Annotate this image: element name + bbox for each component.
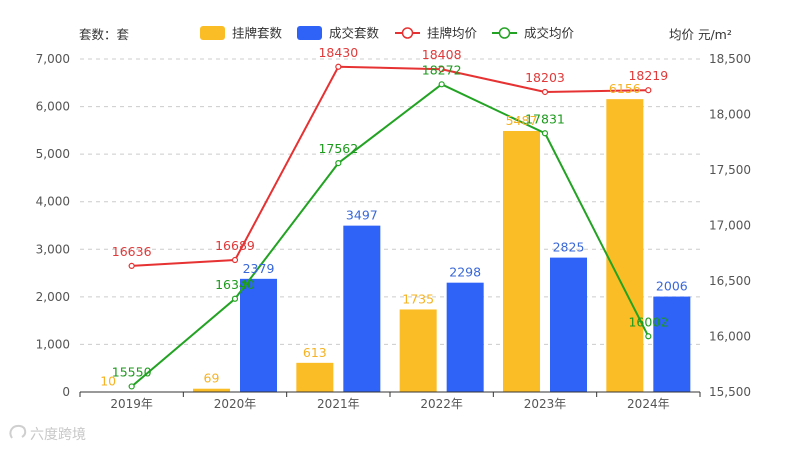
bar (503, 130, 540, 392)
bar (446, 282, 484, 392)
logo-mark-icon (9, 424, 27, 439)
bar-value-label: 3497 (346, 208, 378, 223)
legend-swatch-marker (401, 27, 414, 39)
left-tick-label: 2,000 (36, 290, 70, 304)
line-value-label: 16002 (628, 314, 668, 329)
legend-swatch-marker (498, 27, 511, 39)
line-point (645, 87, 652, 94)
bar (399, 309, 437, 392)
left-axis-unit: 套数：套 (79, 27, 130, 42)
x-tick-label: 2024年 (627, 397, 670, 411)
line-value-label: 18408 (422, 47, 462, 62)
x-tick-label: 2019年 (110, 397, 153, 411)
line-point (335, 160, 342, 167)
bar-value-label: 6156 (609, 81, 641, 96)
line-point (128, 262, 135, 270)
line-value-label: 18219 (628, 68, 668, 83)
data-labels: 10 69 613 1735 5487 6156 2379 3497 2298 2825 2006 1… (100, 45, 688, 389)
right-tick-label: 16,500 (709, 274, 751, 288)
series-line (131, 65, 649, 267)
bars (89, 99, 691, 393)
bar (240, 278, 277, 392)
right-tick-label: 15,500 (709, 385, 751, 399)
line-value-label: 18203 (525, 70, 565, 85)
legend-label: 成交均价 (524, 26, 575, 41)
x-tick-label: 2021年 (317, 397, 360, 411)
left-tick-label: 0 (62, 385, 70, 399)
right-tick-label: 17,000 (709, 219, 751, 233)
line-value-label: 17831 (525, 111, 565, 126)
right-tick-label: 16,000 (709, 330, 751, 344)
bar (653, 296, 691, 392)
line-value-label: 16636 (112, 244, 152, 259)
bar-value-label: 2379 (243, 261, 275, 276)
bar (550, 257, 587, 392)
axes: 0 1,000 2,000 3,000 4,000 5,000 6,000 7,000 15,5… (36, 52, 751, 411)
line-point (541, 130, 549, 137)
right-axis-unit: 均价 元/m² (669, 27, 732, 42)
right-tick-label: 17,500 (709, 163, 751, 177)
line-point (128, 383, 135, 390)
legend: 挂牌套数 成交套数 挂牌均价 成交均价 (200, 26, 575, 41)
line-value-label: 18430 (318, 45, 358, 60)
left-tick-label: 1,000 (36, 337, 70, 351)
left-tick-label: 5,000 (36, 147, 70, 161)
line-value-label: 16340 (215, 277, 255, 292)
left-tick-label: 6,000 (36, 100, 70, 114)
x-tick-label: 2022年 (420, 397, 463, 411)
bar-value-label: 2825 (553, 240, 585, 255)
bar (606, 99, 644, 393)
line-value-label: 16689 (215, 238, 255, 253)
x-tick-label: 2020年 (214, 397, 257, 411)
legend-label: 成交套数 (329, 26, 380, 41)
legend-label: 挂牌均价 (427, 26, 478, 41)
bar (343, 225, 381, 392)
legend-swatch (297, 26, 322, 40)
bar-value-label: 10 (100, 374, 116, 389)
x-tick-label: 2023年 (524, 397, 567, 411)
bar-value-label: 1735 (402, 291, 434, 306)
line-point (645, 333, 652, 340)
left-tick-label: 4,000 (36, 195, 70, 209)
legend-label: 挂牌套数 (232, 26, 283, 41)
series-lines (128, 63, 652, 390)
bar-value-label: 69 (204, 371, 220, 386)
bar-value-label: 2006 (656, 279, 688, 294)
bar-value-label: 613 (303, 345, 327, 360)
line-point (231, 295, 239, 302)
left-tick-label: 7,000 (36, 52, 70, 66)
right-tick-label: 18,500 (709, 52, 751, 66)
line-point (438, 81, 445, 88)
bar-value-label: 2298 (449, 265, 481, 280)
series-line (131, 83, 650, 388)
line-value-label: 15550 (112, 364, 152, 379)
right-tick-label: 18,000 (709, 108, 751, 122)
watermark-text: 六度跨境 (30, 427, 86, 443)
bar-value-label: 5487 (506, 113, 538, 128)
line-point (438, 66, 445, 73)
line-point (541, 88, 549, 96)
line-value-label: 18272 (422, 62, 462, 77)
line-point (231, 256, 239, 264)
bar (193, 388, 230, 392)
line-value-label: 17562 (318, 141, 358, 156)
legend-swatch (200, 26, 225, 40)
left-tick-label: 3,000 (36, 242, 70, 256)
bar (296, 362, 334, 392)
watermark: 六度跨境 (9, 424, 86, 443)
line-point (335, 63, 342, 70)
